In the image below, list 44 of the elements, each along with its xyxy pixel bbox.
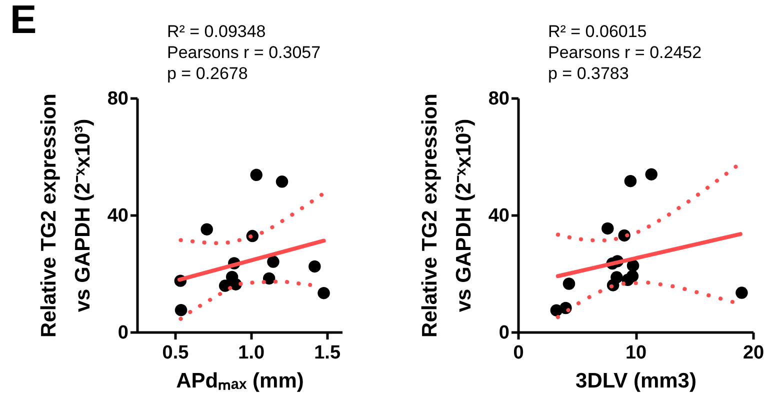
x-tick-label: 0.5 <box>162 342 190 364</box>
x-tick-label: 0 <box>513 342 524 364</box>
y-tick-label: 80 <box>488 88 510 110</box>
point <box>250 168 262 182</box>
point <box>276 176 288 188</box>
line-series <box>556 164 738 243</box>
x-axis-title: 3DLV (mm3) <box>576 370 696 392</box>
text: Pearsons r = 0.3057 <box>167 43 321 62</box>
text: Relative TG2 expression <box>418 94 442 338</box>
text: p = 0.2678 <box>167 64 248 83</box>
line-series <box>178 279 312 321</box>
point <box>200 223 213 236</box>
point <box>626 270 639 282</box>
point <box>736 286 748 299</box>
y-tick-label: 80 <box>107 88 128 110</box>
text: p = 0.3783 <box>548 64 629 83</box>
text: vs GAPDH (2⁻ˣx10³) <box>452 118 476 312</box>
point <box>562 278 576 290</box>
y-tick-label: 40 <box>488 206 510 226</box>
point <box>262 272 276 285</box>
x-tick-label: 10 <box>625 342 647 364</box>
line-series <box>178 192 324 246</box>
y-tick-label: 0 <box>118 322 128 344</box>
text: Pearsons r = 0.2452 <box>548 43 702 62</box>
y-tick-label: 0 <box>498 322 510 344</box>
point <box>174 304 188 316</box>
text: R² = 0.06015 <box>548 22 647 41</box>
chart-title: E <box>10 0 37 43</box>
point <box>602 222 614 235</box>
point <box>318 286 330 300</box>
point <box>626 259 640 272</box>
x-axis-title: APdₘₐₓ (mm) <box>176 370 304 392</box>
text: Relative TG2 expression <box>37 94 60 338</box>
x-tick-label: 1.5 <box>314 342 341 364</box>
point <box>308 260 321 273</box>
point <box>645 168 658 180</box>
point <box>624 174 637 188</box>
text: vs GAPDH (2⁻ˣx10³) <box>71 118 94 312</box>
x-tick-label: 20 <box>742 342 764 364</box>
point <box>610 271 623 284</box>
y-tick-label: 40 <box>107 206 128 226</box>
x-tick-label: 1.0 <box>238 342 265 364</box>
point <box>267 256 280 268</box>
text: R² = 0.09348 <box>167 22 266 41</box>
